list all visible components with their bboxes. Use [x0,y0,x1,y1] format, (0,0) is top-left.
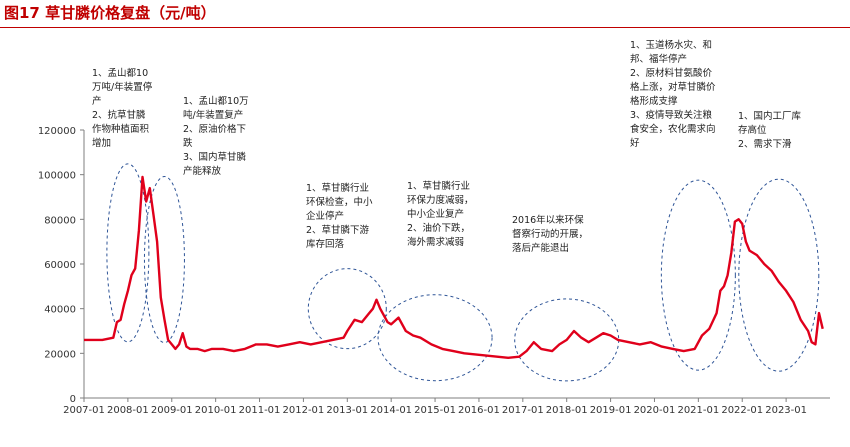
x-tick-label: 2010-01 [195,405,237,416]
y-tick-label: 40000 [44,305,76,316]
y-tick-label: 0 [70,394,76,405]
annotation-line: 督察行动的开展， [512,228,588,240]
highlight-ellipse [106,163,150,343]
annotation-text: 1、孟山都10万吨/年装置复产 2、原油价格下跌 3、国内草甘膦产能释放 [183,96,249,177]
x-tick-label: 2020-01 [634,405,676,416]
x-tick-label: 2019-01 [590,405,632,416]
x-tick-label: 2018-01 [546,405,588,416]
y-tick-label: 120000 [38,126,76,137]
x-tick-label: 2013-01 [326,405,368,416]
annotation-line: 2、草甘膦下游 [306,224,370,236]
annotation-line: 产能释放 [183,165,222,177]
title-rule [0,27,850,28]
x-tick-label: 2009-01 [151,405,193,416]
annotation-line: 1、孟山都10 [92,68,148,79]
annotation-line: 2、油价下跌， [407,222,470,234]
x-tick-label: 2012-01 [283,405,325,416]
annotation-text: 1、国内工厂库存高位 2、需求下滑 [738,110,802,150]
annotation-line: 1、国内工厂库 [738,110,802,122]
annotation-line: 吨/年装置复产 [183,109,243,121]
annotation-line: 2、需求下滑 [738,138,792,150]
annotation-line: 1、草甘膦行业 [407,180,470,192]
y-tick-label: 60000 [44,260,76,271]
annotation-line: 企业停产 [306,210,344,222]
annotation-text: 1、玉道杨水灾、和邦、福华停产 2、原材料甘氨酸价格上涨，对草甘膦价格形成支撑 3、… [630,39,716,149]
annotation-line: 1、玉道杨水灾、和 [630,39,712,51]
x-tick-label: 2007-01 [63,405,105,416]
x-tick-label: 2023-01 [765,405,807,416]
annotation-line: 1、孟山都10万 [183,96,249,107]
y-tick-label: 20000 [44,349,76,360]
chart-title: 图17 草甘膦价格复盘（元/吨） [4,4,216,22]
highlight-ellipse [377,294,493,382]
annotation-line: 作物种植面积 [92,123,150,135]
annotation-line: 格形成支撑 [630,95,678,107]
annotation-line: 2、原材料甘氨酸价 [630,67,713,79]
annotation-line: 格上涨，对草甘膦价 [630,81,716,93]
x-tick-label: 2011-01 [239,405,281,416]
annotation-text: 1、孟山都10 万吨/年装置停产 2、抗草甘膦作物种植面积增加 [92,68,153,149]
x-tick-label: 2014-01 [370,405,412,416]
annotation-line: 落后产能退出 [512,242,569,254]
annotation-line: 好 [630,137,640,149]
annotation-line: 万吨/年装置停 [92,81,153,93]
annotation-text: 2016年以来环保督察行动的开展， 落后产能退出 [512,214,588,254]
x-tick-label: 2008-01 [107,405,149,416]
annotation-line: 产 [92,95,102,107]
annotation-text: 1、草甘膦行业环保检查，中小企业停产 2、草甘膦下游库存回落 [306,182,373,250]
x-tick-label: 2022-01 [721,405,763,416]
annotation-line: 食安全，农化需求向 [630,123,716,135]
annotation-line: 中小企业复产 [407,208,464,220]
annotation-line: 3、疫情导致关注粮 [630,109,713,121]
annotation-line: 1、草甘膦行业 [306,182,369,194]
x-tick-label: 2016-01 [458,405,500,416]
annotation-line: 环保力度减弱， [407,194,474,206]
x-tick-label: 2021-01 [677,405,719,416]
annotation-line: 2、抗草甘膦 [92,109,146,121]
annotation-line: 2、原油价格下 [183,123,246,135]
annotation-line: 邦、福华停产 [630,53,687,65]
price-series-line [84,175,824,359]
annotation-line: 库存回落 [306,238,345,250]
annotation-line: 2016年以来环保 [512,214,584,226]
highlight-ellipse [738,178,820,372]
annotation-line: 3、国内草甘膦 [183,151,247,163]
annotation-line: 跌 [183,137,193,149]
annotation-line: 增加 [92,137,111,149]
highlight-ellipse [660,179,736,371]
y-tick-label: 80000 [44,215,76,226]
x-tick-label: 2017-01 [502,405,544,416]
annotation-line: 海外需求减弱 [407,236,464,248]
highlight-ellipse [143,176,185,344]
annotation-line: 环保检查，中小 [306,196,373,208]
highlight-ellipse [307,268,387,350]
y-tick-label: 100000 [38,171,76,182]
x-tick-label: 2015-01 [414,405,456,416]
annotation-text: 1、草甘膦行业环保力度减弱， 中小企业复产 2、油价下跌， 海外需求减弱 [407,180,474,248]
annotation-line: 存高位 [738,124,767,136]
